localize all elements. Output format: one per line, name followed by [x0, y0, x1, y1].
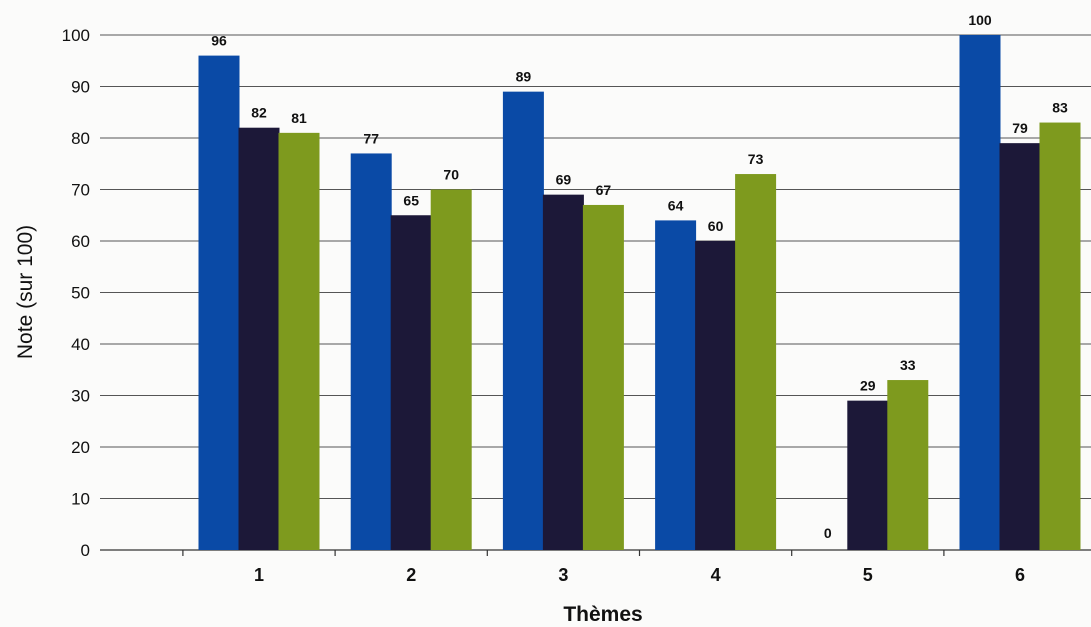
data-labels: 96 82 81 77 65 70 89 69 67 64 60 73 0 29 33 100 79 83 [211, 12, 1068, 541]
data-label: 33 [900, 357, 916, 373]
x-tick-labels: 1 2 3 4 5 6 [254, 565, 1025, 585]
data-label: 65 [403, 192, 419, 208]
y-tick-label: 90 [71, 78, 90, 97]
data-label: 67 [596, 182, 612, 198]
bar-series-3-theme-5 [887, 380, 929, 550]
bar-series-2-theme-3 [542, 194, 584, 550]
data-label: 100 [968, 12, 992, 28]
data-label: 0 [824, 525, 832, 541]
data-label: 81 [291, 110, 307, 126]
x-tick-label: 6 [1015, 565, 1025, 585]
y-axis-title: Note (sur 100) [14, 225, 37, 359]
data-label: 60 [708, 218, 724, 234]
data-label: 82 [251, 105, 267, 121]
x-tick-label: 3 [558, 565, 568, 585]
x-tick-label: 5 [863, 565, 873, 585]
data-label: 64 [668, 197, 684, 213]
bar-series-1-theme-1 [198, 55, 240, 550]
bar-series-3-theme-1 [278, 132, 320, 550]
bar-series-2-theme-2 [390, 215, 432, 550]
y-tick-label: 50 [71, 284, 90, 303]
bars [198, 35, 1081, 551]
y-tick-label: 10 [71, 490, 90, 509]
bar-series-3-theme-6 [1039, 122, 1081, 551]
bar-series-1-theme-6 [959, 35, 1001, 550]
y-tick-label: 100 [62, 26, 90, 45]
bar-series-1-theme-3 [502, 91, 544, 551]
bar-series-1-theme-2 [350, 153, 392, 550]
bar-series-3-theme-2 [430, 189, 472, 550]
data-label: 70 [443, 167, 459, 183]
y-tick-label: 20 [71, 438, 90, 457]
y-tick-label: 0 [81, 541, 90, 560]
bar-series-2-theme-4 [695, 241, 737, 550]
bar-series-1-theme-4 [655, 220, 697, 550]
data-label: 83 [1052, 100, 1068, 116]
bar-series-2-theme-5 [847, 400, 889, 550]
y-tick-label: 30 [71, 387, 90, 406]
data-label: 79 [1012, 120, 1028, 136]
data-label: 29 [860, 378, 876, 394]
bar-series-3-theme-3 [582, 204, 624, 550]
y-tick-label: 60 [71, 232, 90, 251]
data-label: 73 [748, 151, 764, 167]
x-axis-title: Thèmes [563, 603, 642, 626]
bar-series-2-theme-6 [999, 143, 1041, 550]
data-label: 96 [211, 33, 227, 49]
data-label: 89 [516, 69, 532, 85]
y-tick-label: 70 [71, 181, 90, 200]
y-tick-label: 40 [71, 335, 90, 354]
x-tick-label: 1 [254, 565, 264, 585]
x-tick-label: 4 [711, 565, 721, 585]
bar-series-2-theme-1 [238, 127, 280, 550]
y-tick-label: 80 [71, 129, 90, 148]
data-label: 69 [556, 172, 572, 188]
x-tick-label: 2 [406, 565, 416, 585]
y-tick-labels: 0 10 20 30 40 50 60 70 80 90 100 [62, 26, 90, 560]
data-label: 77 [363, 130, 379, 146]
bar-series-3-theme-4 [735, 174, 777, 551]
